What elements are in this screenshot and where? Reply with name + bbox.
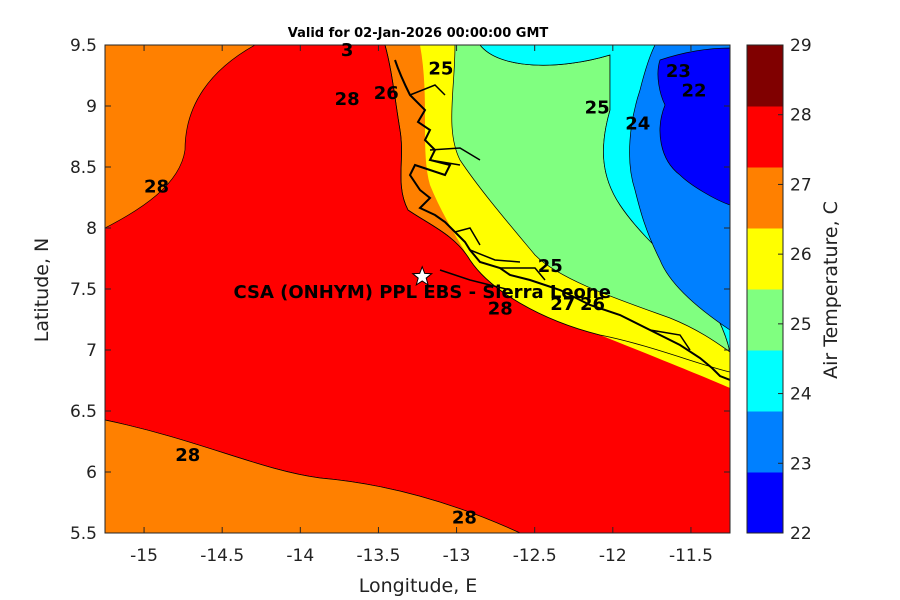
y-axis-label: Latitude, N xyxy=(31,238,53,343)
y-tick-label: 6 xyxy=(86,463,97,483)
x-tick-label: -13.5 xyxy=(356,546,400,566)
y-axis-ticks: 5.5 6 6.5 7 7.5 8 8.5 9 9.5 xyxy=(70,36,730,544)
contour-label: 27 xyxy=(550,294,575,315)
contour-label: 22 xyxy=(682,80,707,101)
contour-label: 25 xyxy=(428,58,453,79)
colorbar-label: Air Temperature, C xyxy=(820,201,842,379)
x-tick-label: -14 xyxy=(286,546,314,566)
y-tick-label: 8 xyxy=(86,219,97,239)
y-tick-label: 9.5 xyxy=(70,36,97,56)
colorbar-swatch xyxy=(747,472,783,534)
contour-label: 23 xyxy=(666,61,691,82)
region-22-darkblue xyxy=(657,47,730,206)
contour-label: 25 xyxy=(538,256,563,277)
contour-label: 28 xyxy=(335,89,360,110)
colorbar-tick-label: 27 xyxy=(790,175,812,195)
x-axis-label: Longitude, E xyxy=(359,575,478,597)
colorbar-tick-label: 25 xyxy=(790,315,812,335)
colorbar-swatch xyxy=(747,350,783,412)
region-26-yellow xyxy=(420,45,730,388)
colorbar-tick-label: 24 xyxy=(790,385,812,405)
x-tick-label: -13 xyxy=(443,546,471,566)
contour-line-28-coast xyxy=(384,45,730,373)
coastline xyxy=(394,59,730,381)
x-tick-label: -12 xyxy=(599,546,627,566)
contour-label: 24 xyxy=(625,113,650,134)
contour-label: 28 xyxy=(144,177,169,198)
colorbar: 22 23 24 25 26 27 28 29 xyxy=(746,36,812,544)
colorbar-tick-label: 23 xyxy=(790,454,812,474)
contour-label: 26 xyxy=(580,294,605,315)
colorbar-swatch xyxy=(747,167,783,229)
y-tick-label: 7.5 xyxy=(70,280,97,300)
colorbar-tick-label: 26 xyxy=(790,245,812,265)
x-tick-label: -11.5 xyxy=(669,546,713,566)
site-layer: CSA (ONHYM) PPL EBS - Sierra Leone xyxy=(233,265,611,303)
x-tick-label: -15 xyxy=(130,546,158,566)
y-tick-label: 8.5 xyxy=(70,158,97,178)
contour-label: 28 xyxy=(175,445,200,466)
region-27-lower xyxy=(105,419,521,533)
colorbar-tick-label: 22 xyxy=(790,524,812,544)
contour-label: 28 xyxy=(452,507,477,528)
y-tick-label: 5.5 xyxy=(70,524,97,544)
site-label: CSA (ONHYM) PPL EBS - Sierra Leone xyxy=(233,282,610,303)
x-tick-label: -14.5 xyxy=(200,546,244,566)
site-star-icon xyxy=(411,265,434,287)
colorbar-tick-label: 28 xyxy=(790,106,812,126)
y-tick-label: 7 xyxy=(86,341,97,361)
contour-label: 28 xyxy=(488,299,513,320)
contour-label: 25 xyxy=(585,97,610,118)
y-tick-label: 6.5 xyxy=(70,402,97,422)
y-tick-label: 9 xyxy=(86,97,97,117)
contour-label: 26 xyxy=(374,83,399,104)
contour-label: 3 xyxy=(341,40,354,61)
colorbar-swatch xyxy=(747,106,783,168)
colorbar-swatch xyxy=(747,228,783,290)
coastline-rivers xyxy=(409,84,691,351)
colorbar-swatch xyxy=(747,411,783,473)
colorbar-swatch xyxy=(747,45,783,107)
colorbar-frame xyxy=(746,44,784,534)
colorbar-tick-label: 29 xyxy=(790,36,812,56)
x-axis-ticks: -15 -14.5 -14 -13.5 -13 -12.5 -12 -11.5 xyxy=(130,45,713,566)
map-plot-area xyxy=(105,45,730,533)
colorbar-swatch xyxy=(747,289,783,351)
figure-title: Valid for 02-Jan-2026 00:00:00 GMT xyxy=(288,26,549,41)
x-tick-label: -12.5 xyxy=(513,546,557,566)
